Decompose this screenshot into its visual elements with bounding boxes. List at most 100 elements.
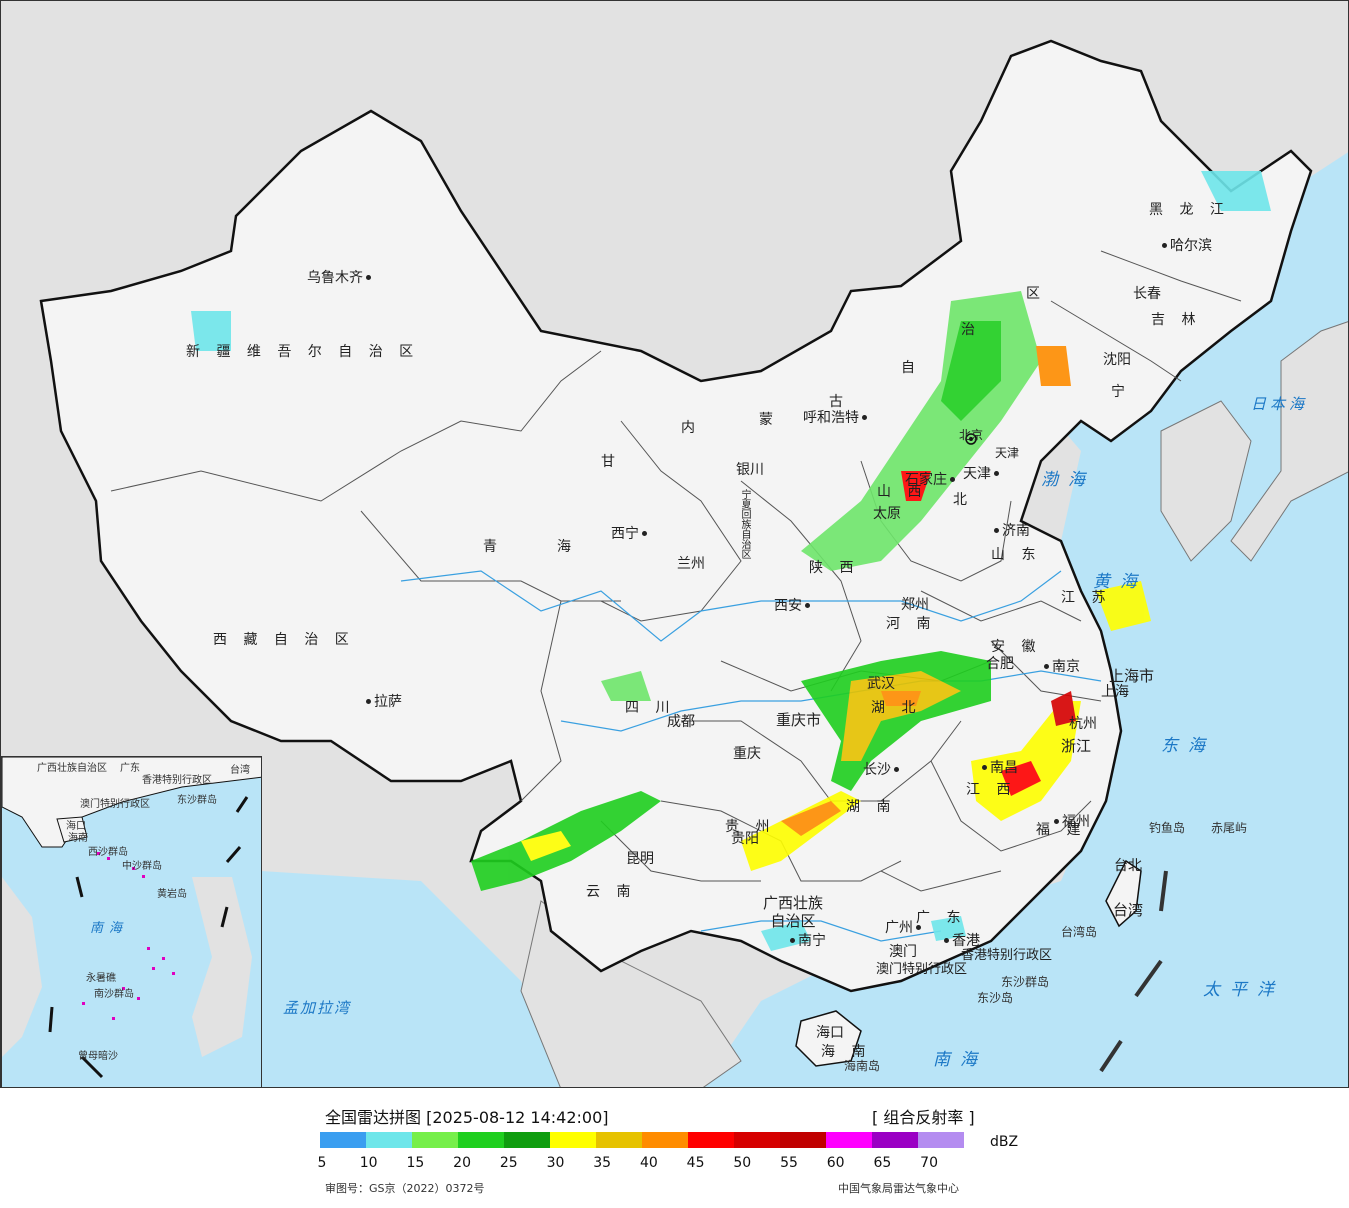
color-bar-tick: 15 bbox=[406, 1155, 425, 1171]
color-bar-tick: 60 bbox=[826, 1155, 845, 1171]
label-heilongjiang: 黑 龙 江 bbox=[1149, 202, 1230, 218]
label-macao-sar: 澳门特别行政区 bbox=[876, 962, 968, 977]
sea-pacific: 太平洋 bbox=[1203, 980, 1284, 1000]
credit: 中国气象局雷达气象中心 bbox=[838, 1182, 959, 1195]
color-bar-swatch bbox=[642, 1132, 688, 1148]
label-hunan: 湖 南 bbox=[846, 799, 897, 815]
inset-hongkong: 香港特别行政区 bbox=[142, 775, 212, 786]
taiwan-shape bbox=[1105, 859, 1142, 928]
inset-xisha: 西沙群岛 bbox=[88, 847, 128, 858]
label-shaanxi: 陕 西 bbox=[809, 560, 860, 576]
color-bar-tick: 40 bbox=[639, 1155, 658, 1171]
sea-east: 东海 bbox=[1161, 736, 1215, 756]
city-yinchuan: 银川 bbox=[736, 462, 764, 478]
sea-yellow: 黄海 bbox=[1093, 572, 1147, 592]
label-yunnan: 云 南 bbox=[586, 884, 637, 900]
city-guiyang: 贵阳 bbox=[731, 831, 759, 847]
label-hainan: 海 南 bbox=[821, 1044, 872, 1060]
color-bar-swatch bbox=[688, 1132, 734, 1148]
city-hangzhou: 杭州 bbox=[1069, 716, 1097, 732]
label-sichuan: 四 川 bbox=[625, 700, 676, 716]
legend-unit: dBZ bbox=[990, 1134, 1019, 1150]
label-zhejiang: 浙江 bbox=[1061, 737, 1092, 755]
sea-south: 南海 bbox=[933, 1050, 987, 1070]
label-qinghai-1: 青 bbox=[483, 539, 503, 555]
label-jilin: 吉 林 bbox=[1151, 312, 1202, 328]
china-outline bbox=[39, 39, 1313, 993]
sea-bengal: 孟加拉湾 bbox=[283, 999, 352, 1017]
city-shanghai: 上海 bbox=[1101, 684, 1129, 700]
label-liaoning: 宁 bbox=[1111, 384, 1131, 400]
city-hongkong: 香港 bbox=[941, 934, 980, 948]
inset-dongsha: 东沙群岛 bbox=[177, 795, 217, 806]
label-hubei: 湖 北 bbox=[871, 700, 922, 716]
color-bar-swatch bbox=[550, 1132, 596, 1148]
city-shenyang: 沈阳 bbox=[1103, 352, 1131, 368]
color-bar-tick: 5 bbox=[317, 1155, 327, 1171]
label-xinjiang: 新 疆 维 吾 尔 自 治 区 bbox=[186, 344, 420, 360]
inset-guangxi: 广西壮族自治区 bbox=[37, 763, 107, 774]
inset-huangyan: 黄岩岛 bbox=[157, 889, 187, 900]
review-number: 审图号：GS京（2022）0372号 bbox=[325, 1182, 485, 1195]
color-bar-tick: 10 bbox=[359, 1155, 378, 1171]
city-nanjing: 南京 bbox=[1041, 660, 1080, 674]
inset-zhongsha: 中沙群岛 bbox=[122, 861, 162, 872]
city-urumqi: 乌鲁木齐 bbox=[307, 271, 374, 285]
color-bar-tick: 70 bbox=[920, 1155, 939, 1171]
city-lhasa: 拉萨 bbox=[363, 695, 402, 709]
label-shanghai-city: 上海市 bbox=[1109, 667, 1155, 685]
inset-taiwan: 台湾 bbox=[230, 765, 250, 776]
city-nanning: 南宁 bbox=[787, 934, 826, 948]
label-taiwan: 台湾 bbox=[1113, 901, 1144, 919]
color-bar-swatch bbox=[780, 1132, 826, 1148]
inset-nansha: 南沙群岛 bbox=[94, 989, 134, 1000]
color-bar-tick: 50 bbox=[733, 1155, 752, 1171]
color-bar-swatch bbox=[918, 1132, 964, 1148]
beijing-marker bbox=[965, 433, 977, 445]
city-haikou: 海口 bbox=[816, 1025, 844, 1041]
color-bar-swatch bbox=[366, 1132, 412, 1148]
label-guangxi: 广西壮族 自治区 bbox=[763, 894, 824, 930]
echo-liaoning bbox=[1036, 346, 1071, 386]
hainan-shape bbox=[795, 1010, 862, 1067]
label-neimenggu-2: 蒙 bbox=[759, 412, 779, 428]
island-hainan: 海南岛 bbox=[844, 1059, 881, 1073]
city-xining: 西宁 bbox=[611, 527, 650, 541]
echo-heilongjiang bbox=[1201, 171, 1271, 211]
inset-south-sea: 南海 bbox=[90, 921, 129, 936]
city-changchun: 长春 bbox=[1133, 286, 1161, 302]
inset-guangdong: 广东 bbox=[120, 763, 140, 774]
label-ningxia: 宁夏回族自治区 bbox=[739, 489, 750, 559]
label-jiangsu: 江 苏 bbox=[1061, 590, 1112, 606]
city-fuzhou: 福州 bbox=[1051, 815, 1090, 829]
label-gansu: 甘 bbox=[601, 454, 621, 470]
label-qinghai-2: 海 bbox=[557, 539, 577, 555]
color-bar-swatch bbox=[412, 1132, 458, 1148]
color-bar-swatch bbox=[872, 1132, 918, 1148]
label-tianjin-city: 天津 bbox=[995, 446, 1020, 460]
korea-peninsula bbox=[1160, 400, 1252, 562]
island-dongsha: 东沙岛 bbox=[977, 991, 1014, 1005]
label-hebei: 北 bbox=[953, 492, 973, 508]
city-hefei: 合肥 bbox=[986, 656, 1014, 672]
sea-bohai: 渤海 bbox=[1041, 470, 1095, 490]
echo-jiangxi-zhejiang bbox=[971, 701, 1081, 821]
city-harbin: 哈尔滨 bbox=[1159, 239, 1212, 253]
city-nanchang: 南昌 bbox=[979, 761, 1018, 775]
color-bar-swatch bbox=[734, 1132, 780, 1148]
city-macao: 澳门 bbox=[889, 944, 917, 960]
map-canvas bbox=[39, 39, 1348, 1087]
label-anhui: 安 徽 bbox=[991, 639, 1042, 655]
city-hohhot: 呼和浩特 bbox=[803, 411, 870, 425]
radar-map: 新 疆 维 吾 尔 自 治 区 西 藏 自 治 区 青 海 甘 内 蒙 古 自 … bbox=[0, 0, 1349, 1088]
label-neimenggu-1: 内 bbox=[681, 420, 701, 436]
inset-zengmu: 曾母暗沙 bbox=[78, 1051, 118, 1062]
sea-japan: 日本海 bbox=[1251, 395, 1309, 413]
color-bar-swatch bbox=[826, 1132, 872, 1148]
japan bbox=[1230, 321, 1348, 562]
label-hongkong-sar: 香港特别行政区 bbox=[961, 948, 1053, 963]
inset-macao: 澳门特别行政区 bbox=[80, 799, 150, 810]
city-changsha: 长沙 bbox=[863, 763, 902, 777]
city-wuhan: 武汉 bbox=[867, 676, 895, 692]
island-taiwan: 台湾岛 bbox=[1061, 925, 1098, 939]
